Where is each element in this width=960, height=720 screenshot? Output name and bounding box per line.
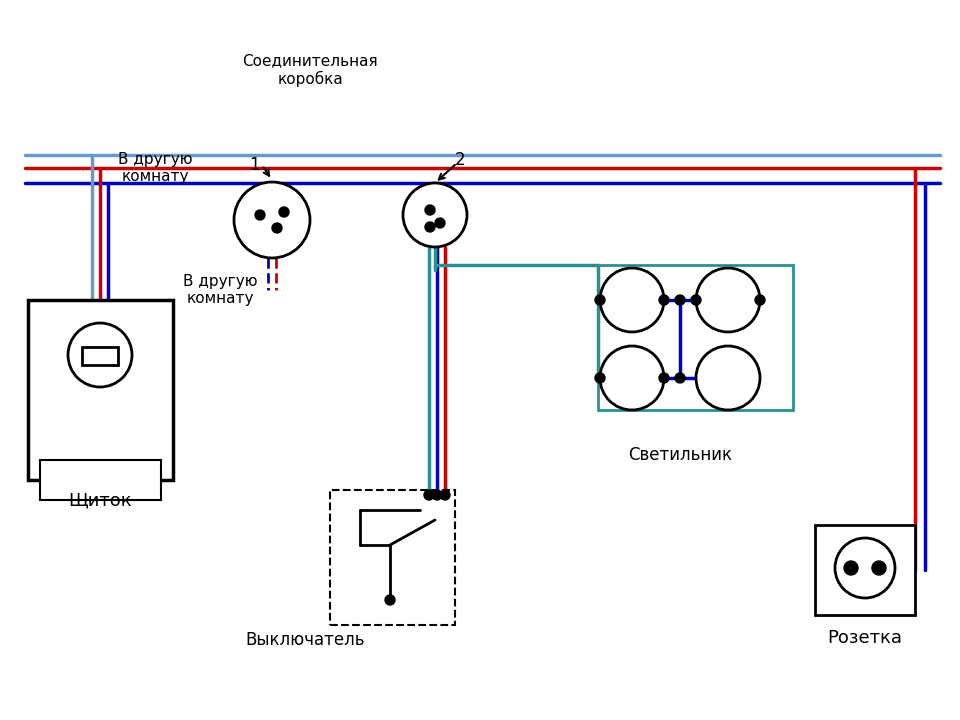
Text: В другую
комнату: В другую комнату (182, 274, 257, 306)
Circle shape (595, 373, 605, 383)
Circle shape (403, 183, 467, 247)
Text: 1: 1 (249, 156, 259, 174)
Bar (598, 265, 793, 410)
Bar (40, 460, 161, 500)
Circle shape (755, 295, 765, 305)
Circle shape (68, 323, 132, 387)
Circle shape (385, 595, 395, 605)
Circle shape (425, 205, 435, 215)
Circle shape (272, 223, 282, 233)
Circle shape (255, 210, 265, 220)
Text: Щиток: Щиток (68, 491, 132, 509)
Circle shape (691, 295, 701, 305)
Circle shape (872, 561, 886, 575)
Circle shape (279, 207, 289, 217)
Bar (330, 490, 455, 625)
Text: В другую
комнату: В другую комнату (118, 152, 192, 184)
Circle shape (600, 268, 664, 332)
Bar (815, 525, 915, 615)
Circle shape (425, 222, 435, 232)
Circle shape (696, 346, 760, 410)
Bar (82, 347, 118, 365)
Circle shape (675, 295, 685, 305)
Circle shape (696, 268, 760, 332)
Bar (28, 300, 173, 480)
Circle shape (435, 218, 445, 228)
Circle shape (659, 295, 669, 305)
Circle shape (234, 182, 310, 258)
Circle shape (844, 561, 858, 575)
Text: Соединительная
коробка: Соединительная коробка (242, 53, 378, 87)
Circle shape (835, 538, 895, 598)
Circle shape (595, 295, 605, 305)
Circle shape (659, 373, 669, 383)
Circle shape (440, 490, 450, 500)
Circle shape (600, 346, 664, 410)
Text: Светильник: Светильник (628, 446, 732, 464)
Circle shape (432, 490, 442, 500)
Circle shape (675, 373, 685, 383)
Text: Розетка: Розетка (828, 629, 902, 647)
Text: 2: 2 (455, 151, 466, 169)
Text: Выключатель: Выключатель (245, 631, 365, 649)
Circle shape (424, 490, 434, 500)
